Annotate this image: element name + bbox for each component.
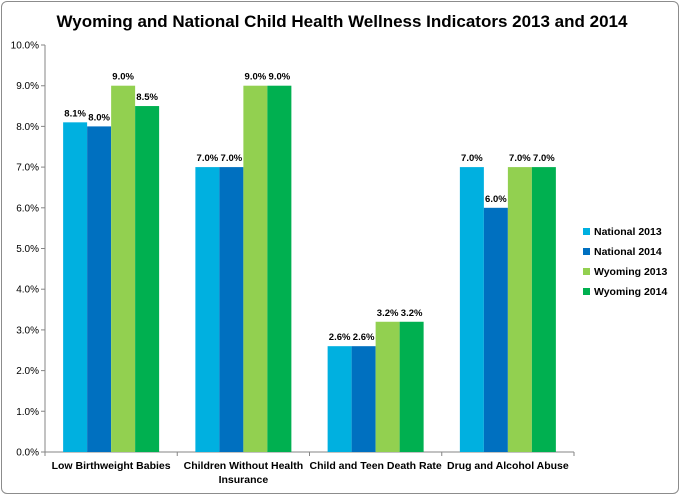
data-label: 2.6% xyxy=(329,332,351,343)
data-label: 8.5% xyxy=(136,92,158,103)
data-label: 9.0% xyxy=(112,72,134,83)
bar xyxy=(375,321,400,452)
category-label: Drug and Alcohol Abuse xyxy=(447,460,569,472)
bars xyxy=(63,85,556,453)
category-label: Child and Teen Death Rate xyxy=(310,460,442,472)
y-tick-label: 3.0% xyxy=(16,325,39,336)
bar xyxy=(327,346,352,452)
bar xyxy=(483,207,508,452)
y-tick-label: 6.0% xyxy=(16,203,39,214)
legend-label: National 2013 xyxy=(594,226,662,238)
bar xyxy=(459,167,484,452)
category-label: Children Without Health Insurance xyxy=(184,460,303,486)
bar xyxy=(531,167,556,452)
data-label: 3.2% xyxy=(401,308,423,319)
data-label: 7.0% xyxy=(461,153,483,164)
data-label: 8.1% xyxy=(64,108,86,119)
data-label: 6.0% xyxy=(485,194,507,205)
legend-label: Wyoming 2013 xyxy=(594,266,667,278)
legend-swatch xyxy=(583,288,590,295)
data-label: 2.6% xyxy=(353,332,375,343)
data-label: 7.0% xyxy=(533,153,555,164)
data-label: 7.0% xyxy=(197,153,219,164)
bar xyxy=(243,85,268,452)
bar xyxy=(135,106,160,453)
bar xyxy=(219,167,244,452)
bar xyxy=(111,85,136,452)
y-tick-label: 1.0% xyxy=(16,407,39,418)
y-tick-label: 2.0% xyxy=(16,366,39,377)
bar xyxy=(87,126,112,453)
y-tick-label: 8.0% xyxy=(16,122,39,133)
data-label: 9.0% xyxy=(245,72,267,83)
legend-swatch xyxy=(583,248,590,255)
category-label: Low Birthweight Babies xyxy=(52,460,171,472)
legend: National 2013 National 2014 Wyoming 2013 Wy… xyxy=(583,226,667,298)
data-label: 7.0% xyxy=(221,153,243,164)
y-tick-label: 9.0% xyxy=(16,81,39,92)
bar xyxy=(195,167,220,452)
bar xyxy=(351,346,376,452)
y-tick-label: 10.0% xyxy=(11,41,39,52)
y-tick-label: 7.0% xyxy=(16,163,39,174)
bar xyxy=(63,122,88,452)
bar xyxy=(399,321,424,452)
data-label: 3.2% xyxy=(377,308,399,319)
y-tick-label: 4.0% xyxy=(16,285,39,296)
data-label: 7.0% xyxy=(509,153,531,164)
axes: 0.0% 1.0% 2.0% 3.0% 4.0% 5.0% 6.0% 7.0% 8.0% 9.0%… xyxy=(11,41,575,486)
y-tick-label: 5.0% xyxy=(16,244,39,255)
legend-swatch xyxy=(583,268,590,275)
bar xyxy=(507,167,532,452)
data-label: 8.0% xyxy=(88,112,110,123)
legend-label: National 2014 xyxy=(594,246,662,258)
y-tick-label: 0.0% xyxy=(16,448,39,459)
data-label: 9.0% xyxy=(269,72,291,83)
legend-label: Wyoming 2014 xyxy=(594,286,667,298)
legend-swatch xyxy=(583,228,590,235)
bar xyxy=(267,85,292,452)
chart-title: Wyoming and National Child Health Wellne… xyxy=(57,12,628,31)
data-labels: 8.1% 8.0%9.0%8.5%7.0% 7.0%9.0% 9.0%2.6% 2.6%… xyxy=(64,72,555,343)
